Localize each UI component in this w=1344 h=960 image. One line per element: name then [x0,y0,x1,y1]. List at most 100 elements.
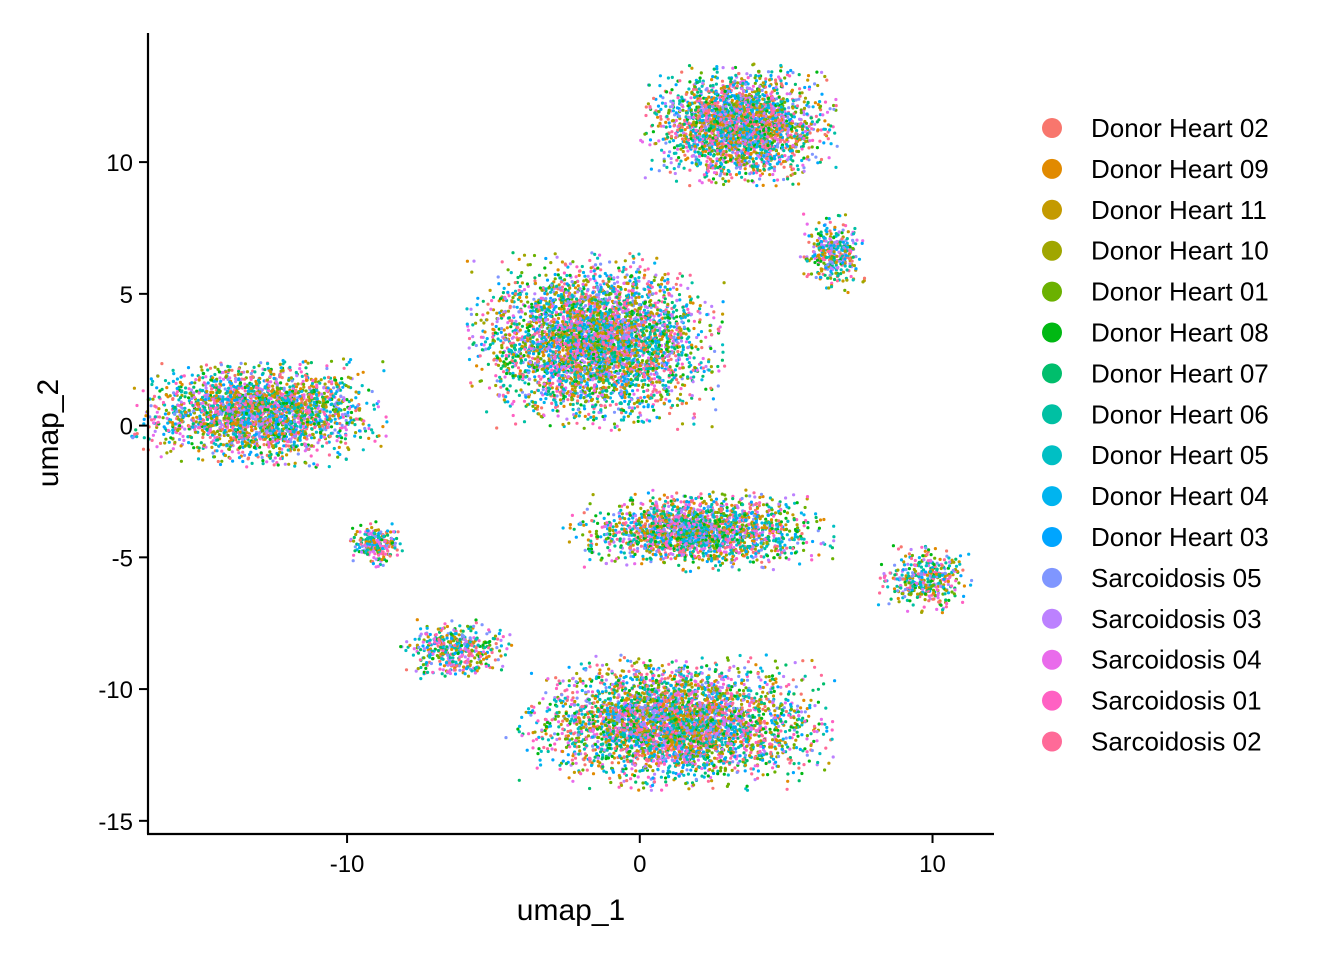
data-point [298,362,302,367]
data-point [187,424,191,429]
data-point [265,430,269,434]
data-point [499,330,503,334]
data-point [315,448,319,452]
data-point [198,376,202,380]
data-point [453,643,457,648]
data-point [230,450,234,454]
data-point [595,293,599,297]
data-point [190,381,194,385]
data-point [638,270,642,274]
data-point [292,407,296,411]
data-point [236,372,240,376]
data-point [266,405,270,409]
data-point [445,624,449,629]
data-point [195,407,200,411]
data-point [204,375,208,379]
data-point [544,297,548,301]
data-point [266,366,270,370]
data-point [344,441,348,445]
data-point [304,359,308,363]
data-point [474,321,478,325]
data-point [342,366,346,370]
data-point [333,402,337,406]
data-point [463,672,467,676]
data-point [339,394,343,398]
data-point [197,378,201,382]
data-point [344,433,348,437]
data-point [182,374,186,378]
data-point [183,395,187,399]
data-point [485,632,489,636]
data-point [334,381,338,385]
data-point [196,398,200,402]
data-point [192,446,196,450]
data-point [436,627,440,631]
data-point [201,432,205,436]
data-point [618,368,622,373]
data-point [190,373,194,377]
data-point [270,410,274,414]
data-point [422,656,426,660]
data-point [304,389,308,393]
data-point [408,643,412,648]
data-point [721,312,725,316]
data-point [710,425,714,429]
data-point [419,627,423,631]
data-point [440,672,444,676]
data-point [686,307,690,311]
data-point [668,411,672,416]
data-point [456,651,460,656]
data-point [581,282,585,286]
data-point [167,381,171,385]
data-point [294,403,298,407]
data-point [260,455,264,460]
data-point [592,410,596,414]
data-point [532,253,537,258]
data-point [301,421,305,425]
data-point [256,444,260,448]
data-point [269,380,273,384]
data-point [495,646,499,650]
data-point [466,328,470,332]
data-point [624,267,628,271]
data-point [512,305,516,309]
data-point [310,381,315,386]
data-point [176,428,180,433]
data-point [227,402,232,406]
data-point [278,362,282,366]
data-point [265,394,269,398]
data-point [180,389,184,393]
data-point [267,389,271,393]
data-point [496,637,500,641]
data-point [325,425,329,430]
data-point [304,432,308,436]
data-point [360,384,364,388]
data-point [300,418,304,422]
data-point [276,427,280,431]
data-point [616,275,620,279]
data-point [306,423,310,427]
data-point [268,419,272,423]
data-point [643,268,647,272]
data-point [484,656,488,660]
data-point [235,440,239,444]
data-point [384,559,389,563]
data-point [210,424,214,428]
data-point [414,669,418,673]
data-point [345,421,349,425]
data-point [467,653,471,657]
data-point [328,417,332,421]
data-point [467,649,471,653]
data-point [470,270,474,274]
data-point [252,440,256,444]
data-point [376,405,380,409]
data-point [171,447,175,451]
data-point [242,377,247,381]
data-point [368,542,372,546]
data-point [343,412,347,416]
data-point [296,391,300,395]
data-point [276,463,280,467]
data-point [231,426,235,430]
data-point [333,428,337,432]
data-point [491,636,495,641]
